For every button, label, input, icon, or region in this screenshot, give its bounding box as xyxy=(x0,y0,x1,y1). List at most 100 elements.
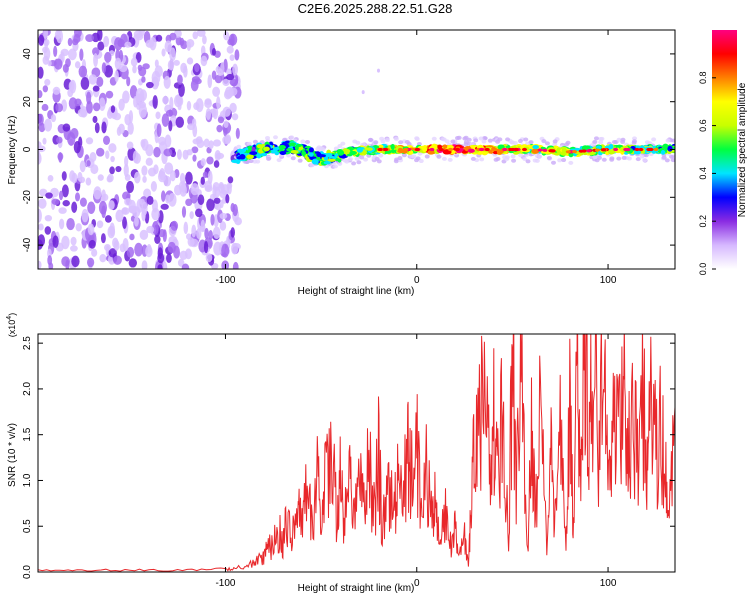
heatmap-cell xyxy=(479,157,485,162)
heatmap-cell xyxy=(368,137,374,142)
heatmap-cell xyxy=(138,66,147,77)
heatmap-cell xyxy=(510,154,516,159)
heatmap-cell xyxy=(229,78,238,87)
heatmap-cell xyxy=(552,139,558,144)
heatmap-cell xyxy=(132,65,137,74)
heatmap-cell xyxy=(337,143,343,148)
y-tick-label: 0.5 xyxy=(22,519,33,533)
heatmap-cell xyxy=(497,137,503,142)
heatmap-cell xyxy=(228,87,238,96)
heatmap-cell xyxy=(427,150,435,155)
heatmap-cell xyxy=(431,136,437,141)
heatmap-cell xyxy=(118,123,125,134)
heatmap-cell xyxy=(401,153,407,158)
heatmap-cell xyxy=(126,76,131,87)
heatmap-cell xyxy=(442,144,448,149)
heatmap-cell xyxy=(47,60,52,67)
heatmap-cell xyxy=(462,136,468,141)
heatmap-cell xyxy=(141,165,148,176)
heatmap-cell xyxy=(212,86,221,97)
heatmap-cell xyxy=(361,90,365,95)
heatmap-cell xyxy=(122,90,130,104)
heatmap-cell xyxy=(92,102,101,112)
heatmap-cell xyxy=(537,154,543,159)
heatmap-cell xyxy=(109,222,115,237)
y-tick-label: 2.5 xyxy=(22,336,33,350)
heatmap-cell xyxy=(633,149,642,155)
heatmap-cell xyxy=(135,87,145,102)
heatmap-cell xyxy=(74,61,81,69)
heatmap-cell xyxy=(550,160,556,165)
heatmap-cell xyxy=(41,103,49,112)
heatmap-cell xyxy=(177,74,183,85)
heatmap-cell xyxy=(213,160,220,168)
heatmap-cell xyxy=(134,216,139,227)
heatmap-cell xyxy=(121,207,128,215)
heatmap-cell xyxy=(204,184,213,192)
heatmap-cell xyxy=(133,30,143,39)
heatmap-cell xyxy=(354,156,360,161)
heatmap-cell xyxy=(126,180,135,194)
heatmap-cell xyxy=(487,138,493,143)
heatmap-cell xyxy=(518,153,524,158)
heatmap-cell xyxy=(586,149,592,153)
heatmap-cell xyxy=(47,174,54,182)
heatmap-cell xyxy=(62,123,71,132)
heatmap-cell xyxy=(642,158,648,163)
heatmap-cell xyxy=(161,48,166,57)
heatmap-cell xyxy=(93,53,98,68)
heatmap-cell xyxy=(202,171,208,178)
y-tick-label: 0 xyxy=(22,146,33,152)
heatmap-cell xyxy=(181,263,190,269)
heatmap-cell xyxy=(93,186,102,200)
heatmap-cell xyxy=(272,146,279,151)
heatmap-cell xyxy=(105,150,110,160)
heatmap-cell xyxy=(263,146,270,152)
heatmap-cell xyxy=(458,147,464,152)
colorbar-axis: 0.0 0.2 0.4 0.6 0.8 xyxy=(698,72,716,275)
heatmap-cell xyxy=(450,139,456,144)
heatmap-cell xyxy=(81,208,89,223)
heatmap-cell xyxy=(164,40,172,53)
y-tick-label: 20 xyxy=(22,96,33,108)
heatmap-cell xyxy=(124,41,132,48)
heatmap-cell xyxy=(408,153,414,158)
heatmap-cell xyxy=(166,253,172,263)
heatmap-cell xyxy=(192,31,199,40)
heatmap-cell xyxy=(187,237,195,247)
heatmap-cell xyxy=(384,138,390,143)
snr-y-label: SNR (10 * v/v) xyxy=(7,423,18,487)
heatmap-cell xyxy=(484,147,490,152)
heatmap-cell xyxy=(104,51,112,63)
heatmap-cell xyxy=(288,142,297,146)
heatmap-cell xyxy=(366,147,373,151)
heatmap-cell xyxy=(349,150,357,156)
heatmap-cell xyxy=(104,243,111,252)
heatmap-cell xyxy=(355,140,361,145)
heatmap-cell xyxy=(177,258,185,267)
heatmap-cell xyxy=(80,77,90,90)
heatmap-cell xyxy=(203,138,210,148)
heatmap-cell xyxy=(175,116,185,128)
heatmap-cell xyxy=(71,255,80,268)
heatmap-cell xyxy=(504,157,510,162)
heatmap-cell xyxy=(86,91,92,105)
heatmap-cell xyxy=(616,137,622,142)
heatmap-cell xyxy=(53,45,58,58)
heatmap-cell xyxy=(212,139,222,147)
heatmap-cell xyxy=(104,215,112,223)
heatmap-cell xyxy=(393,159,399,164)
heatmap-cell xyxy=(511,158,517,163)
heatmap-cell xyxy=(210,213,215,226)
heatmap-cell xyxy=(373,140,379,145)
heatmap-cell xyxy=(108,200,115,210)
heatmap-cell xyxy=(132,150,139,164)
heatmap-cell xyxy=(345,149,351,155)
heatmap-cell xyxy=(403,147,409,152)
heatmap-cell xyxy=(178,181,186,192)
heatmap-cell xyxy=(221,243,230,258)
heatmap-cell xyxy=(670,158,675,163)
heatmap-cell xyxy=(170,220,179,231)
heatmap-cell xyxy=(38,66,44,79)
